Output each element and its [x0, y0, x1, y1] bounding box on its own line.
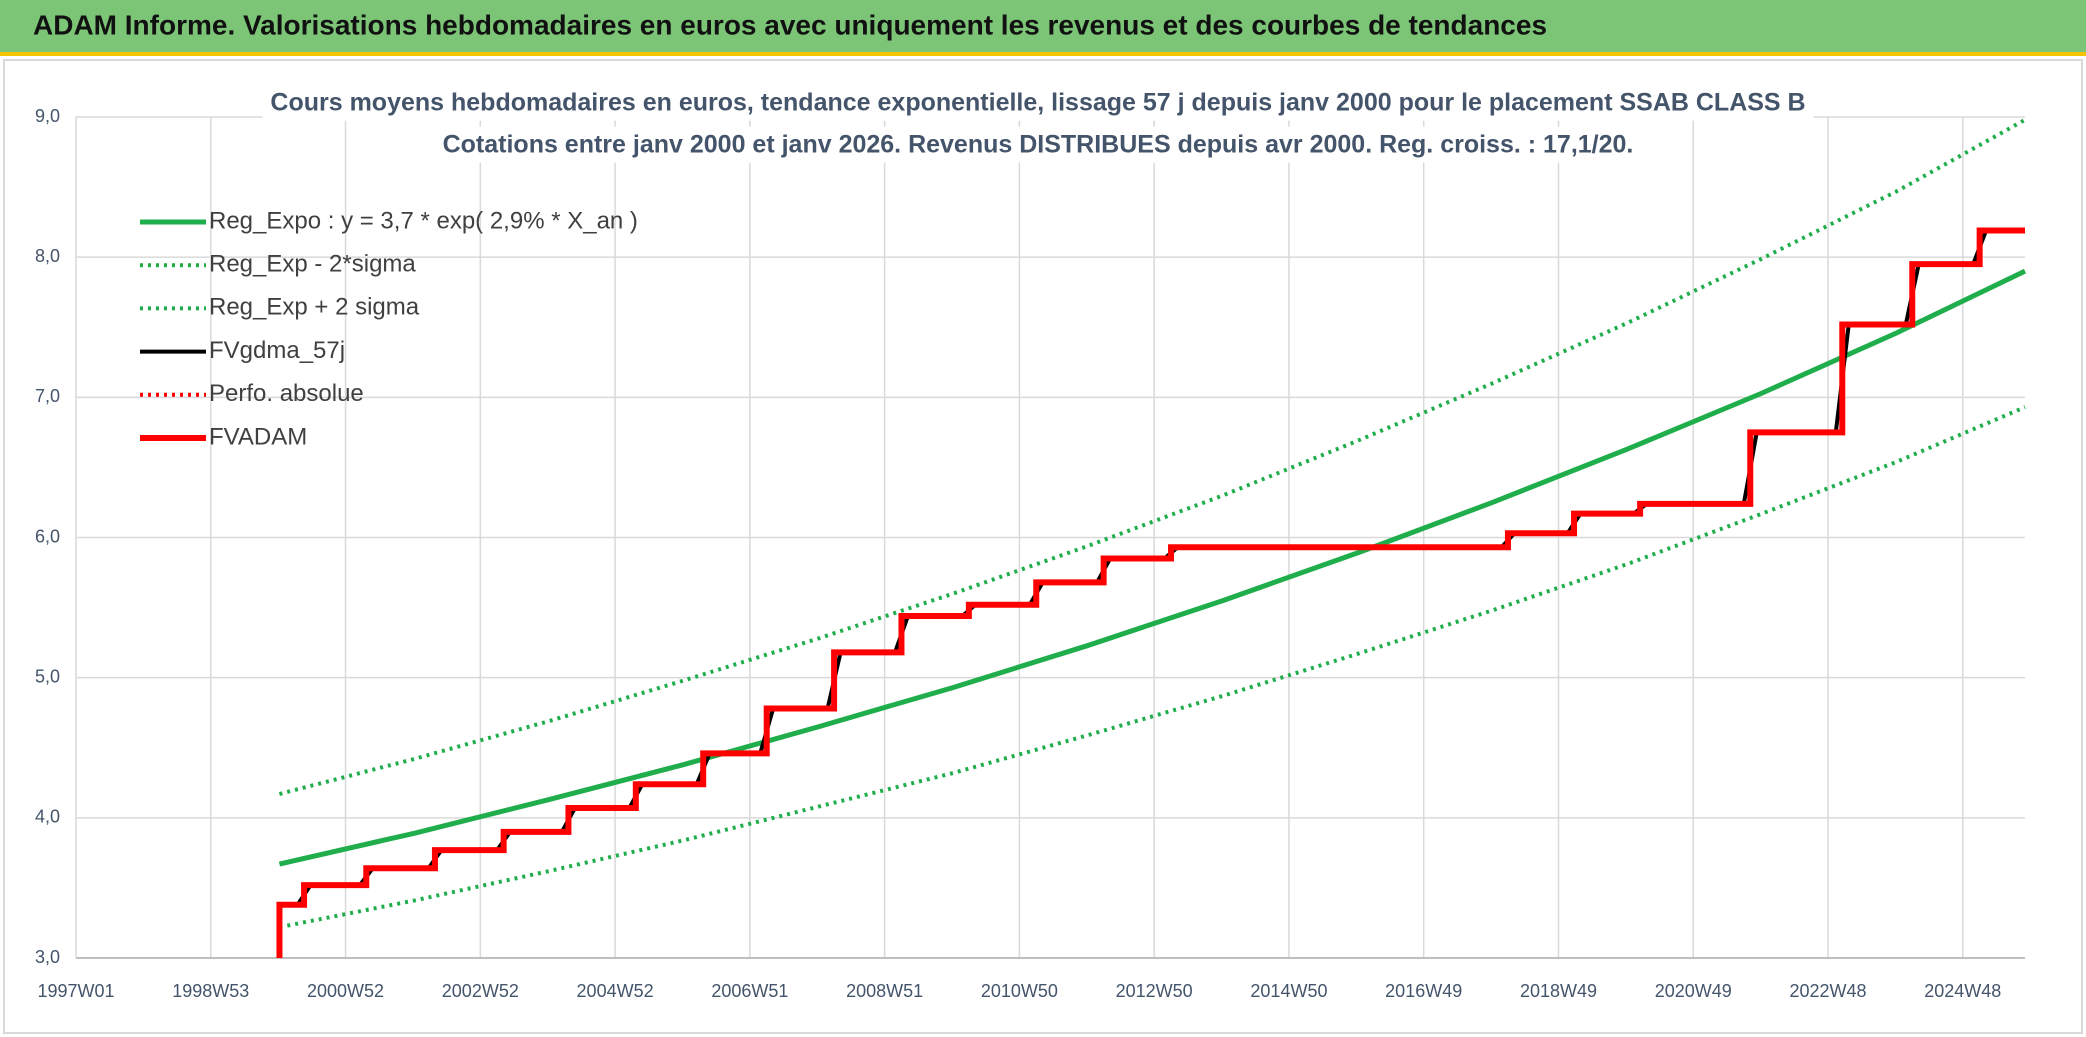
chart-title: Cours moyens hebdomadaires en euros, ten… — [270, 89, 1805, 117]
legend-label: Perfo. absolue — [209, 380, 364, 407]
x-tick-label: 2010W50 — [981, 981, 1058, 1001]
x-tick-label: 1997W01 — [37, 981, 114, 1001]
series-line — [278, 268, 2027, 867]
legend-label: Reg_Exp + 2 sigma — [209, 294, 420, 321]
y-tick-label: 9,0 — [35, 106, 60, 126]
x-tick-label: 2002W52 — [442, 981, 519, 1001]
x-tick-label: 2018W49 — [1520, 981, 1597, 1001]
chart-subtitle: Cotations entre janv 2000 et janv 2026. … — [443, 131, 1634, 159]
y-tick-label: 3,0 — [35, 947, 60, 967]
x-tick-label: 2024W48 — [1924, 981, 2001, 1001]
banner-edge — [0, 52, 2086, 56]
series-line — [279, 405, 2026, 930]
banner — [0, 0, 2086, 52]
y-tick-label: 8,0 — [35, 246, 60, 266]
x-tick-label: 2022W48 — [1789, 981, 1866, 1001]
y-tick-label: 5,0 — [35, 666, 60, 686]
y-tick-label: 6,0 — [35, 526, 60, 546]
x-tick-label: 2004W52 — [577, 981, 654, 1001]
x-tick-label: 2000W52 — [307, 981, 384, 1001]
x-tick-label: 2020W49 — [1655, 981, 1732, 1001]
x-tick-label: 1998W53 — [172, 981, 249, 1001]
title-backdrop — [262, 84, 1814, 121]
series-line — [276, 227, 2025, 958]
x-tick-label: 2006W51 — [711, 981, 788, 1001]
y-tick-label: 4,0 — [35, 807, 60, 827]
x-tick-label: 2012W50 — [1116, 981, 1193, 1001]
x-tick-label: 2014W50 — [1250, 981, 1327, 1001]
y-tick-label: 7,0 — [35, 386, 60, 406]
legend-label: Reg_Expo : y = 3,7 * exp( 2,9% * X_an ) — [209, 207, 638, 234]
chart-frame — [3, 59, 2083, 1034]
legend-label: FVgdma_57j — [209, 337, 345, 364]
x-tick-label: 2008W51 — [846, 981, 923, 1001]
legend-label: FVADAM — [209, 423, 307, 450]
x-tick-label: 2016W49 — [1385, 981, 1462, 1001]
title-backdrop — [434, 126, 1642, 163]
banner-title: ADAM Informe. Valorisations hebdomadaire… — [33, 9, 1547, 40]
series-line — [278, 118, 2026, 796]
legend-label: Reg_Exp - 2*sigma — [209, 251, 416, 278]
